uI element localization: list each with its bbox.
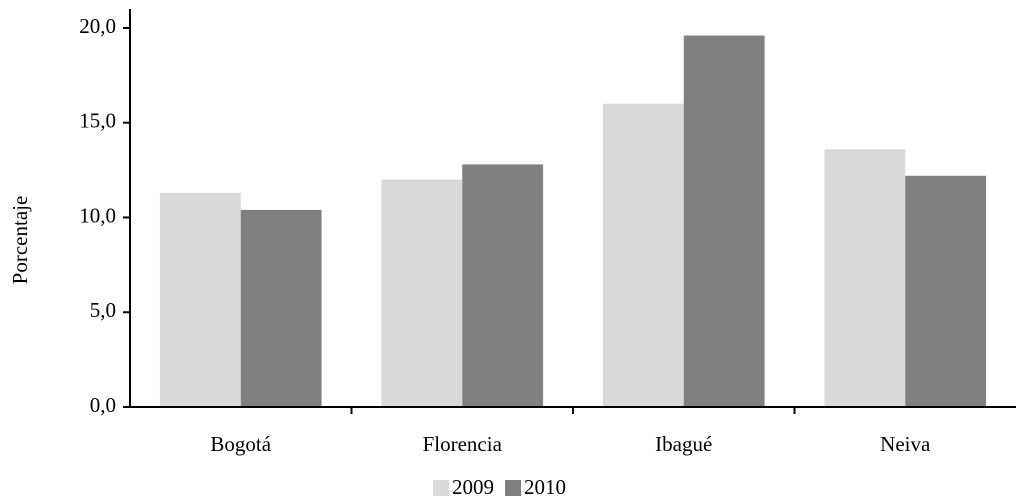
x-tick-label: Florencia — [423, 432, 503, 456]
legend-swatch — [433, 480, 449, 496]
legend-swatch — [505, 480, 521, 496]
bar — [602, 103, 684, 407]
x-tick-label: Ibagué — [655, 432, 712, 456]
bar — [824, 149, 906, 407]
bar — [159, 192, 241, 407]
x-tick-label: Neiva — [880, 432, 931, 456]
y-tick-label: 10,0 — [79, 203, 116, 227]
bar — [381, 179, 463, 407]
legend-label: 2010 — [524, 475, 566, 499]
x-tick-label: Bogotá — [210, 432, 271, 456]
bar — [462, 164, 544, 407]
legend-label: 2009 — [452, 475, 494, 499]
y-tick-label: 20,0 — [79, 14, 116, 38]
bar — [683, 35, 765, 408]
y-tick-label: 5,0 — [90, 298, 116, 322]
y-axis-label: Porcentaje — [8, 196, 32, 285]
y-tick-label: 0,0 — [90, 393, 116, 417]
bar — [240, 209, 322, 407]
bar — [905, 175, 987, 407]
y-tick-label: 15,0 — [79, 109, 116, 133]
